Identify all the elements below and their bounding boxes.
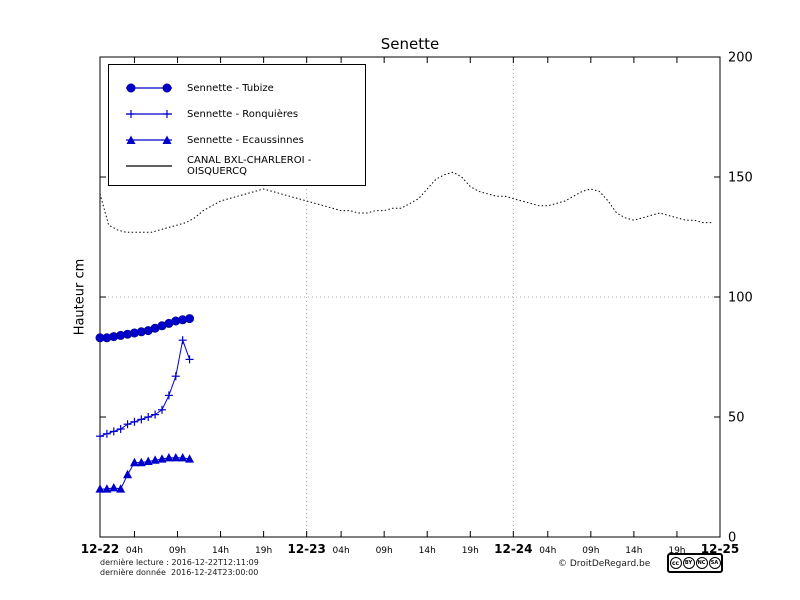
line-marker-icon [126,165,172,167]
triangle-marker-icon [126,135,172,144]
copyright-text: © DroitDeRegard.be [558,559,651,569]
svg-text:19h: 19h [462,546,479,556]
svg-text:14h: 14h [419,546,436,556]
cc-nc-icon: NC [695,557,708,569]
svg-text:12-25: 12-25 [701,542,739,556]
svg-text:12-24: 12-24 [494,542,532,556]
legend-item-tubize: Sennette - Tubize [119,75,365,101]
svg-text:14h: 14h [625,546,642,556]
plus-marker-icon [126,110,172,118]
svg-text:100: 100 [728,291,753,306]
legend-label: CANAL BXL-CHARLEROI - OISQUERCQ [187,155,312,177]
chart-title: Senette [380,35,440,53]
legend-label: Sennette - Tubize [187,82,274,94]
cc-sa-icon: SA [708,557,721,569]
svg-text:150: 150 [728,171,753,186]
svg-text:04h: 04h [333,546,350,556]
svg-text:09h: 09h [582,546,599,556]
legend-item-ronquieres: Sennette - Ronquières [119,101,365,127]
svg-text:0: 0 [728,531,736,546]
svg-text:50: 50 [728,411,745,426]
y-axis-label: Hauteur cm [72,258,88,336]
legend-item-canal: CANAL BXL-CHARLEROI - OISQUERCQ [119,153,365,179]
legend-label: Sennette - Ecaussinnes [187,134,304,146]
cc-icon: cc [669,557,682,569]
svg-text:19h: 19h [668,546,685,556]
cc-license-badge[interactable]: cc BY NC SA [667,553,723,573]
svg-text:200: 200 [728,51,753,66]
svg-text:12-23: 12-23 [287,542,325,556]
last-data-text: dernière donnée 2016-12-24T23:00:00 [100,568,259,577]
legend-item-ecaussinnes: Sennette - Ecaussinnes [119,127,365,153]
svg-text:04h: 04h [126,546,143,556]
svg-text:04h: 04h [539,546,556,556]
last-reading-text: dernière lecture : 2016-12-22T12:11:09 [100,558,259,567]
cc-by-icon: BY [682,557,695,569]
circle-marker-icon [126,83,172,93]
legend: Sennette - Tubize Sennette - Ronquières … [108,64,366,186]
svg-text:09h: 09h [169,546,186,556]
svg-text:14h: 14h [212,546,229,556]
legend-label: Sennette - Ronquières [187,108,299,120]
svg-text:12-22: 12-22 [81,542,119,556]
svg-text:19h: 19h [255,546,272,556]
svg-text:09h: 09h [376,546,393,556]
